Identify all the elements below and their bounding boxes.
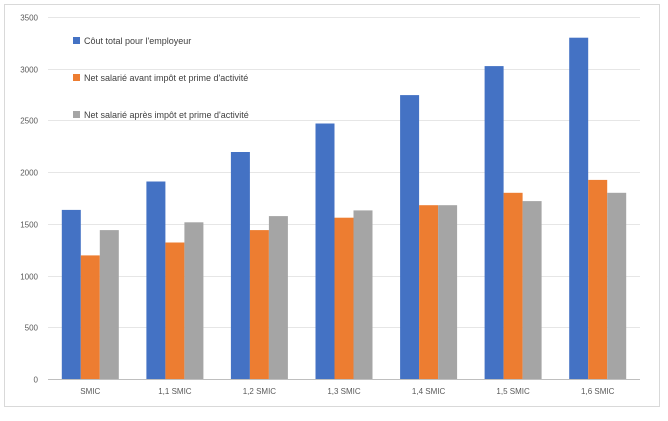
x-tick-label: 1,5 SMIC	[496, 387, 530, 396]
y-tick-label: 1000	[20, 273, 38, 282]
bar-series-3-2	[268, 216, 288, 379]
bar-series-1-0	[61, 209, 81, 379]
y-tick-label: 2000	[20, 169, 38, 178]
legend-label-2: Net salarié avant impôt et prime d'activ…	[84, 73, 248, 83]
y-tick-label: 1500	[20, 221, 38, 230]
bar-series-1-6	[569, 37, 589, 379]
y-tick-label: 3500	[20, 14, 38, 23]
bar-series-3-3	[353, 210, 373, 379]
bar-series-3-5	[522, 201, 542, 379]
bar-series-3-0	[99, 230, 119, 379]
y-tick-label: 500	[25, 324, 39, 333]
bars	[61, 37, 627, 379]
bar-series-2-0	[80, 255, 100, 379]
x-tick-label: 1,2 SMIC	[243, 387, 277, 396]
x-tick-label: 1,4 SMIC	[412, 387, 446, 396]
legend: Côut total pour l'employeur Net salarié a…	[73, 36, 249, 120]
bar-series-2-1	[165, 242, 185, 379]
x-tick-label: 1,1 SMIC	[158, 387, 192, 396]
bar-series-2-5	[503, 192, 523, 379]
bar-series-1-2	[230, 152, 250, 379]
y-tick-label: 3000	[20, 66, 38, 75]
legend-swatch-2	[73, 74, 80, 81]
bar-series-2-2	[249, 230, 269, 379]
y-axis-tick-labels: 0 500 1000 1500 2000 2500 3000 3500	[20, 14, 38, 385]
bar-series-2-6	[588, 179, 608, 379]
bar-series-1-4	[400, 95, 420, 379]
x-tick-label: SMIC	[80, 387, 100, 396]
bar-series-1-1	[146, 181, 166, 379]
bar-series-2-3	[334, 217, 354, 379]
bar-series-1-5	[484, 66, 504, 379]
bar-series-1-3	[315, 123, 335, 379]
bar-series-2-4	[419, 205, 439, 379]
x-tick-label: 1,3 SMIC	[327, 387, 361, 396]
legend-label-3: Net salarié après impôt et prime d'activ…	[84, 110, 249, 120]
bar-series-3-6	[607, 192, 627, 379]
x-tick-label: 1,6 SMIC	[581, 387, 615, 396]
y-tick-label: 2500	[20, 117, 38, 126]
legend-swatch-3	[73, 111, 80, 118]
legend-swatch-1	[73, 37, 80, 44]
y-tick-label: 0	[34, 376, 39, 385]
bar-series-3-1	[184, 222, 204, 379]
bar-series-3-4	[438, 205, 458, 379]
x-axis-tick-labels: SMIC 1,1 SMIC 1,2 SMIC 1,3 SMIC 1,4 SMIC 1,5 …	[80, 387, 614, 396]
legend-label-1: Côut total pour l'employeur	[84, 36, 191, 46]
